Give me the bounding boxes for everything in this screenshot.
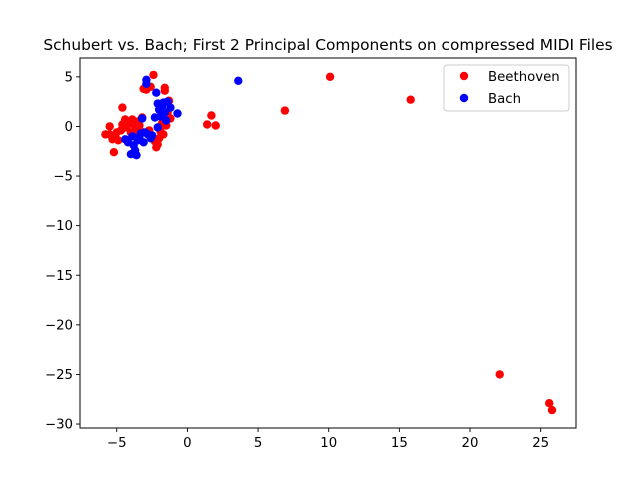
legend-frame [443, 64, 570, 112]
series-bach [121, 75, 243, 160]
x-tick-label: 20 [462, 436, 479, 451]
point-beethoven-10 [118, 103, 127, 112]
point-beethoven-44 [211, 121, 220, 130]
point-beethoven-46 [325, 72, 335, 82]
point-beethoven-37 [160, 83, 169, 93]
x-tick-label: −5 [107, 436, 127, 451]
point-beethoven-45 [280, 106, 290, 115]
plot-area [101, 70, 557, 415]
point-beethoven-7 [114, 136, 123, 145]
y-tick-label: −20 [45, 318, 73, 333]
point-beethoven-6 [109, 148, 119, 157]
point-bach-29 [166, 103, 175, 112]
point-bach-17 [147, 131, 157, 140]
y-tick-label: 0 [65, 120, 73, 135]
point-bach-27 [162, 116, 171, 125]
y-tick-label: −30 [45, 418, 73, 433]
point-bach-10 [138, 114, 147, 123]
legend-marker-beethoven [459, 71, 469, 81]
y-axis: 5 0 −5 −10 −15 −20 −25 −30 [45, 70, 80, 433]
point-beethoven-1 [105, 122, 114, 131]
legend-label-beethoven: Beethoven [488, 70, 560, 85]
point-beethoven-48 [495, 370, 504, 379]
point-bach-19 [152, 88, 161, 97]
y-tick-label: −15 [45, 269, 73, 284]
y-tick-label: −10 [45, 219, 73, 234]
x-tick-label: 0 [183, 436, 191, 451]
point-beethoven-35 [159, 130, 168, 139]
point-beethoven-49 [545, 399, 554, 408]
legend-marker-bach [459, 93, 469, 103]
point-beethoven-50 [547, 405, 557, 415]
legend-label-bach: Bach [488, 92, 521, 107]
x-tick-label: 10 [320, 436, 337, 451]
point-bach-26 [160, 108, 169, 117]
point-bach-31 [234, 76, 243, 86]
point-beethoven-28 [149, 70, 158, 80]
point-bach-11 [139, 138, 148, 147]
point-bach-14 [142, 75, 151, 85]
x-axis: −5 0 5 10 15 20 25 [107, 428, 549, 451]
legend: Beethoven Bach [443, 64, 570, 112]
y-tick-label: −25 [45, 368, 73, 383]
x-tick-label: 5 [254, 436, 262, 451]
point-beethoven-42 [203, 120, 212, 129]
point-beethoven-43 [207, 111, 216, 120]
point-bach-21 [153, 123, 162, 132]
point-beethoven-47 [406, 95, 415, 104]
y-tick-label: 5 [65, 70, 73, 85]
x-tick-label: 15 [391, 436, 408, 451]
chart-title: Schubert vs. Bach; First 2 Principal Com… [43, 36, 612, 54]
x-tick-label: 25 [532, 436, 549, 451]
y-tick-label: −5 [53, 170, 73, 185]
point-bach-30 [173, 109, 182, 118]
point-bach-6 [132, 151, 141, 160]
plot-frame [79, 57, 577, 429]
